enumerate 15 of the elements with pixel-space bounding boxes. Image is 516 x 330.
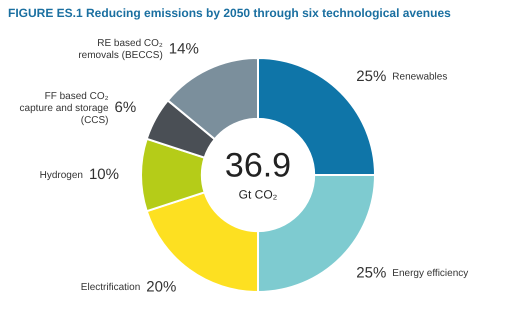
data-label: 14%: [168, 40, 199, 58]
data-label: 10%: [88, 166, 119, 184]
data-label: 25%: [356, 68, 386, 85]
slice-label: Renewables: [392, 71, 448, 82]
text: 36.9: [224, 146, 292, 184]
slice-label: FF based CO₂ capture and storage (CCS): [20, 90, 109, 126]
slice-label: Hydrogen: [40, 170, 83, 181]
chart-title: FIGURE ES.1 Reducing emissions by 2050 through six technological avenues: [8, 6, 451, 20]
slice-label: Electrification: [80, 282, 140, 294]
slice-label: Energy efficiency: [392, 268, 468, 280]
slice-label: RE based CO₂ removals (BECCS): [78, 38, 163, 61]
data-label: 25%: [356, 264, 386, 282]
text: Gt CO₂: [238, 187, 278, 202]
data-label: 20%: [146, 278, 176, 296]
data-label: 6%: [114, 99, 136, 116]
